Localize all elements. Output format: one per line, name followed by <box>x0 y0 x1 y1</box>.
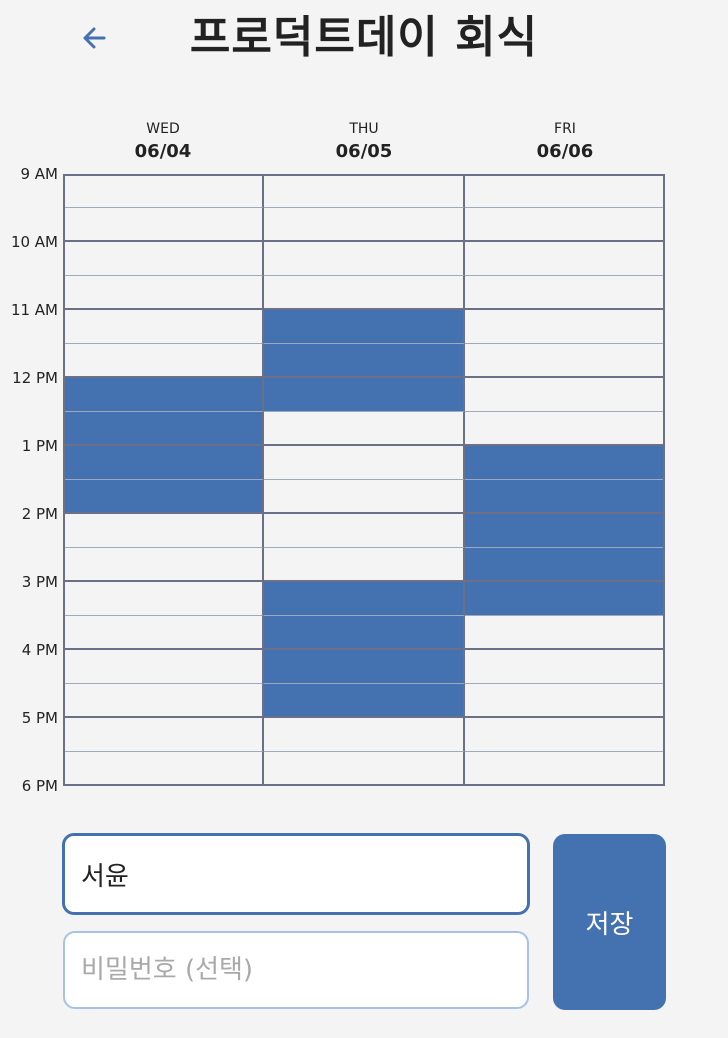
time-slot[interactable] <box>264 548 465 582</box>
time-slot[interactable] <box>264 412 465 446</box>
time-slot[interactable] <box>63 582 264 616</box>
time-slot[interactable] <box>63 446 264 480</box>
time-slot[interactable] <box>63 718 264 752</box>
time-slot[interactable] <box>465 276 665 310</box>
time-label: 6 PM <box>21 777 58 795</box>
time-slot[interactable] <box>465 242 665 276</box>
date-label: 06/05 <box>335 141 393 162</box>
back-button[interactable] <box>76 20 112 56</box>
time-slot[interactable] <box>63 650 264 684</box>
time-label: 9 AM <box>20 165 58 183</box>
time-slot[interactable] <box>63 752 264 786</box>
time-slot[interactable] <box>465 514 665 548</box>
time-slot[interactable] <box>465 446 665 480</box>
day-of-week-label: WED <box>146 121 180 137</box>
time-slot[interactable] <box>465 548 665 582</box>
time-label: 10 AM <box>10 233 58 251</box>
time-slot[interactable] <box>264 208 465 242</box>
time-label: 12 PM <box>12 369 58 387</box>
time-slot[interactable] <box>264 344 465 378</box>
date-label: 06/06 <box>536 141 594 162</box>
page-title: 프로덕트데이 회식 <box>189 12 539 63</box>
time-slot[interactable] <box>63 548 264 582</box>
time-slot[interactable] <box>63 310 264 344</box>
time-slot[interactable] <box>465 412 665 446</box>
time-slot[interactable] <box>264 276 465 310</box>
time-slot[interactable] <box>465 718 665 752</box>
time-slot[interactable] <box>465 480 665 514</box>
time-slot[interactable] <box>63 684 264 718</box>
time-slot[interactable] <box>63 242 264 276</box>
password-input[interactable] <box>63 931 529 1009</box>
arrow-left-icon <box>83 27 106 49</box>
save-button[interactable]: 저장 <box>553 834 666 1010</box>
time-slot[interactable] <box>264 582 465 616</box>
time-slot[interactable] <box>264 616 465 650</box>
time-slot[interactable] <box>63 514 264 548</box>
time-slot[interactable] <box>264 480 465 514</box>
time-slot[interactable] <box>465 752 665 786</box>
time-label: 3 PM <box>21 573 58 591</box>
time-slot[interactable] <box>63 616 264 650</box>
time-slot[interactable] <box>63 412 264 446</box>
time-slot[interactable] <box>264 174 465 208</box>
time-label: 2 PM <box>21 505 58 523</box>
time-label: 4 PM <box>21 641 58 659</box>
time-slot[interactable] <box>465 378 665 412</box>
day-header-thu: THU 06/05 <box>264 120 464 164</box>
time-slot[interactable] <box>264 684 465 718</box>
time-slot[interactable] <box>264 378 465 412</box>
time-slot[interactable] <box>264 650 465 684</box>
date-label: 06/04 <box>134 141 192 162</box>
time-slot[interactable] <box>465 208 665 242</box>
time-slot[interactable] <box>465 684 665 718</box>
time-slot[interactable] <box>63 174 264 208</box>
time-slot[interactable] <box>465 174 665 208</box>
day-header-wed: WED 06/04 <box>63 120 263 164</box>
time-slot[interactable] <box>264 310 465 344</box>
day-of-week-label: FRI <box>554 121 576 137</box>
time-slot[interactable] <box>465 344 665 378</box>
time-slot[interactable] <box>264 718 465 752</box>
day-of-week-label: THU <box>349 121 379 137</box>
time-slot[interactable] <box>63 208 264 242</box>
time-label: 11 AM <box>10 301 58 319</box>
time-slot[interactable] <box>63 378 264 412</box>
day-header-fri: FRI 06/06 <box>465 120 665 164</box>
availability-grid <box>63 174 665 786</box>
time-slot[interactable] <box>264 514 465 548</box>
time-slot[interactable] <box>63 344 264 378</box>
time-slot[interactable] <box>465 582 665 616</box>
name-input[interactable] <box>62 833 530 915</box>
time-slot[interactable] <box>465 650 665 684</box>
time-slot[interactable] <box>264 446 465 480</box>
time-label: 5 PM <box>21 709 58 727</box>
time-slot[interactable] <box>264 752 465 786</box>
time-slot[interactable] <box>465 616 665 650</box>
time-slot[interactable] <box>465 310 665 344</box>
time-slot[interactable] <box>63 276 264 310</box>
time-slot[interactable] <box>264 242 465 276</box>
time-label: 1 PM <box>21 437 58 455</box>
time-slot[interactable] <box>63 480 264 514</box>
